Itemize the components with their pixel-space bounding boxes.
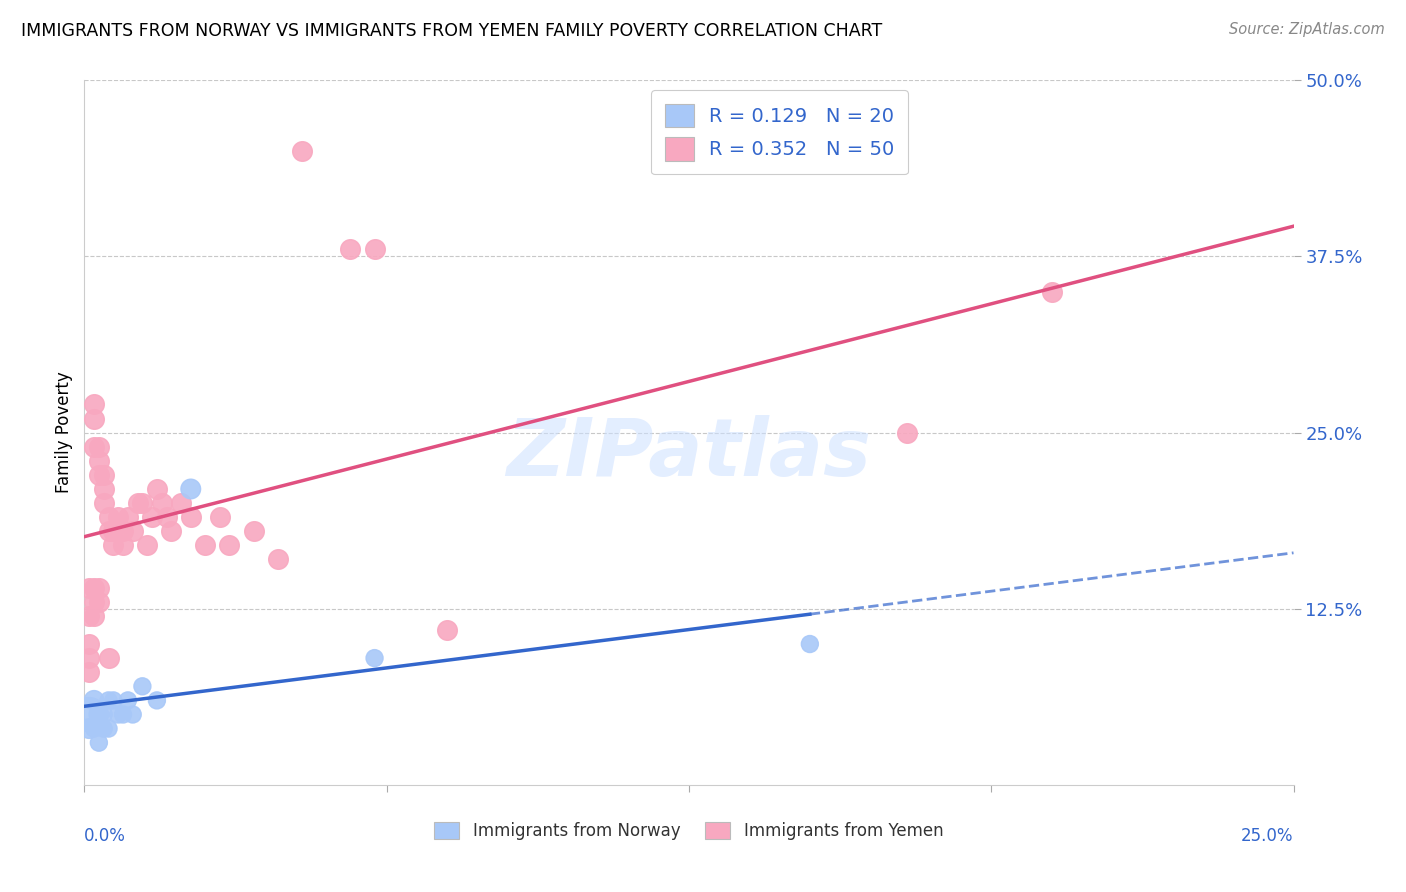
Point (112, 538, 135, 552)
Point (141, 510, 163, 524)
Point (83, 440, 105, 454)
Point (121, 524, 143, 539)
Point (1040, 285, 1063, 299)
Point (87, 736, 110, 750)
Point (194, 538, 217, 552)
Point (155, 510, 177, 524)
Point (87, 467, 110, 482)
Point (97, 722, 120, 736)
Point (93, 707, 115, 722)
Point (77, 665, 100, 680)
Point (97, 693, 120, 707)
Point (83, 595, 105, 609)
Point (136, 538, 159, 552)
Point (77, 608, 100, 623)
Point (131, 496, 153, 510)
Point (180, 482, 202, 496)
Point (131, 679, 153, 693)
Point (799, 637, 821, 651)
Point (112, 524, 135, 539)
Point (242, 524, 264, 539)
Point (77, 707, 100, 722)
Point (112, 707, 135, 722)
Text: 25.0%: 25.0% (1241, 827, 1294, 846)
Point (218, 538, 240, 552)
Y-axis label: Family Poverty: Family Poverty (55, 372, 73, 493)
Point (83, 411, 105, 425)
Point (146, 482, 169, 496)
Point (117, 693, 139, 707)
Point (83, 722, 105, 736)
Point (83, 693, 105, 707)
Point (121, 707, 143, 722)
Point (87, 440, 110, 454)
Point (87, 595, 110, 609)
Point (93, 496, 115, 510)
Point (146, 693, 169, 707)
Point (107, 707, 129, 722)
Point (103, 524, 125, 539)
Point (87, 581, 110, 595)
Point (127, 496, 149, 510)
Point (77, 651, 100, 665)
Point (97, 651, 120, 665)
Text: 0.0%: 0.0% (84, 827, 127, 846)
Point (291, 144, 314, 158)
Point (93, 482, 115, 496)
Legend: Immigrants from Norway, Immigrants from Yemen: Immigrants from Norway, Immigrants from … (427, 815, 950, 847)
Point (267, 552, 290, 566)
Point (93, 722, 115, 736)
Point (436, 623, 458, 637)
Text: Source: ZipAtlas.com: Source: ZipAtlas.com (1229, 22, 1385, 37)
Point (77, 637, 100, 651)
Point (93, 467, 115, 482)
Point (160, 524, 183, 539)
Point (77, 722, 100, 736)
Point (97, 524, 120, 539)
Point (170, 496, 193, 510)
Point (339, 243, 361, 257)
Point (77, 581, 100, 595)
Point (83, 608, 105, 623)
Point (150, 496, 173, 510)
Text: ZIPatlas: ZIPatlas (506, 415, 872, 492)
Point (896, 425, 918, 440)
Point (87, 707, 110, 722)
Text: IMMIGRANTS FROM NORWAY VS IMMIGRANTS FROM YEMEN FAMILY POVERTY CORRELATION CHART: IMMIGRANTS FROM NORWAY VS IMMIGRANTS FRO… (21, 22, 883, 40)
Point (363, 243, 385, 257)
Point (103, 538, 125, 552)
Point (117, 510, 139, 524)
Point (97, 510, 120, 524)
Point (180, 510, 202, 524)
Point (83, 581, 105, 595)
Point (83, 397, 105, 411)
Point (363, 651, 385, 665)
Point (107, 510, 129, 524)
Point (87, 454, 110, 468)
Point (103, 693, 125, 707)
Point (208, 510, 231, 524)
